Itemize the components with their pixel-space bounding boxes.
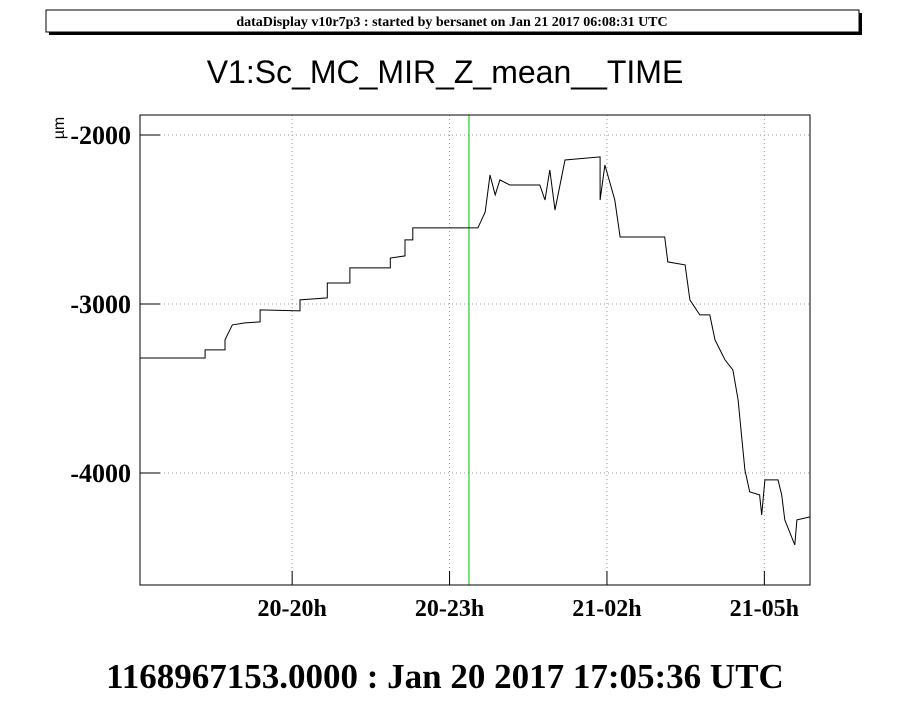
y-tick-label: -2000 bbox=[70, 121, 131, 150]
x-tick-label: 20-23h bbox=[415, 596, 484, 622]
data-line bbox=[140, 156, 811, 546]
chart-title: V1:Sc_MC_MIR_Z_mean__TIME bbox=[207, 54, 684, 90]
x-tick-label: 21-02h bbox=[572, 596, 641, 622]
header-box bbox=[45, 9, 860, 33]
x-tick-label: 21-05h bbox=[730, 596, 799, 622]
header: dataDisplay v10r7p3 : started by bersane… bbox=[236, 15, 667, 30]
y-axis-label: µm bbox=[51, 117, 68, 140]
x-tick-label: 20-20h bbox=[257, 596, 326, 622]
y-tick-label: -3000 bbox=[70, 290, 131, 319]
y-tick-label: -4000 bbox=[70, 459, 131, 488]
plot-frame bbox=[139, 114, 811, 586]
footer: 1168967153.0000 : Jan 20 2017 17:05:36 U… bbox=[106, 657, 784, 696]
